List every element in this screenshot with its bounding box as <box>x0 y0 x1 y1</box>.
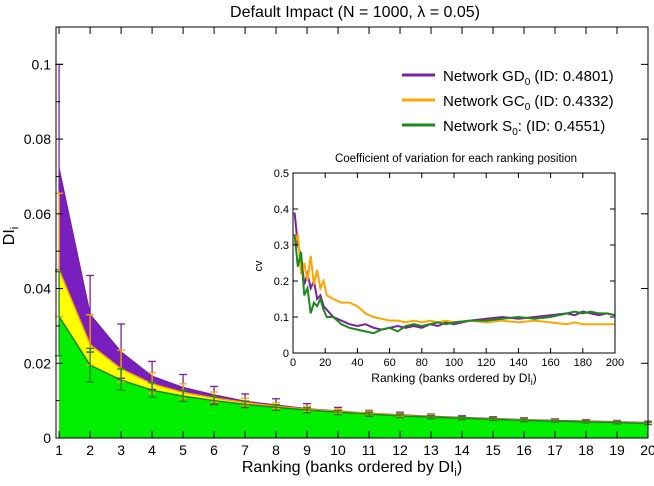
inset-background <box>293 173 615 353</box>
inset-x-tick-label: 200 <box>606 357 624 369</box>
x-tick-label: 15 <box>485 442 501 458</box>
chart-title: Default Impact (N = 1000, λ = 0.05) <box>230 4 480 21</box>
legend: Network GD0 (ID: 0.4801) Network GC0 (ID… <box>402 68 614 138</box>
inset-series-line-s0 <box>293 234 616 335</box>
error-bar-s0 <box>551 419 560 423</box>
inset-x-tick-label: 60 <box>383 357 395 369</box>
inset-x-tick-label: 40 <box>351 357 363 369</box>
inset-y-tick-label: 0.2 <box>274 276 289 288</box>
y-tick-label: 0.06 <box>24 206 51 222</box>
x-tick-label: 19 <box>609 442 625 458</box>
x-tick-label: 9 <box>303 442 311 458</box>
inset-y-tick-label: 0.4 <box>274 204 289 216</box>
x-tick-label: 20 <box>640 442 654 458</box>
legend-label-gd0: Network GD0 (ID: 0.4801) <box>443 68 614 88</box>
area-fill-s0 <box>59 316 648 438</box>
inset-x-tick-label: 20 <box>319 357 331 369</box>
main-x-axis-label: Ranking (banks ordered by DIi) <box>242 459 462 479</box>
y-tick-label: 0 <box>43 430 51 446</box>
inset-x-axis-label: Ranking (banks ordered by DIi) <box>371 371 536 387</box>
x-tick-label: 1 <box>55 442 63 458</box>
inset-x-axis: 0 20 40 60 80 100 120 140 160 180 200 <box>290 173 624 369</box>
inset-y-tick-label: 0.1 <box>274 312 289 324</box>
x-tick-label: 3 <box>117 442 125 458</box>
x-tick-label: 2 <box>86 442 94 458</box>
y-tick-label: 0.1 <box>32 56 52 72</box>
inset-x-tick-label: 100 <box>445 357 463 369</box>
error-bar-s0 <box>365 411 374 417</box>
error-bar-s0 <box>272 404 281 412</box>
inset-y-tick-label: 0.5 <box>274 168 289 180</box>
y-tick-label: 0.08 <box>24 131 51 147</box>
main-error-bars <box>55 63 652 426</box>
error-bar-s0 <box>334 409 343 416</box>
inset-y-tick-label: 0.3 <box>274 240 289 252</box>
x-tick-label: 8 <box>272 442 280 458</box>
error-bar-s0 <box>396 413 405 419</box>
main-y-axis-label: DIi <box>1 227 21 245</box>
error-bar-s0 <box>179 389 188 403</box>
inset-x-tick-label: 180 <box>574 357 592 369</box>
error-bar-s0 <box>241 400 250 409</box>
x-tick-label: 7 <box>241 442 249 458</box>
x-tick-label: 6 <box>210 442 218 458</box>
error-bar-s0 <box>489 417 498 422</box>
x-tick-label: 4 <box>148 442 156 458</box>
inset-x-tick-label: 120 <box>477 357 495 369</box>
inset-x-tick-label: 80 <box>416 357 428 369</box>
error-bar-s0 <box>148 382 157 398</box>
x-tick-label: 17 <box>547 442 563 458</box>
error-bar-s0 <box>458 416 467 421</box>
x-tick-label: 11 <box>362 442 377 458</box>
error-bar-s0 <box>582 420 591 424</box>
y-tick-label: 0.02 <box>24 355 51 371</box>
main-series-lines <box>58 168 649 425</box>
inset-series-lines <box>293 212 616 335</box>
error-bar-s0 <box>86 347 95 383</box>
x-tick-label: 5 <box>179 442 187 458</box>
x-tick-label: 14 <box>454 442 470 458</box>
error-bar-s0 <box>427 414 436 420</box>
x-tick-label: 10 <box>330 442 346 458</box>
inset-x-tick-label: 0 <box>290 357 296 369</box>
main-area-fills <box>59 168 648 438</box>
error-bar-s0 <box>613 420 622 425</box>
inset-title: Coefficient of variation for each rankin… <box>335 153 577 165</box>
inset-x-tick-label: 160 <box>541 357 559 369</box>
main-x-axis: 1 2 3 4 5 6 7 8 9 10 11 12 13 14 15 16 17 18 19 20 <box>55 27 654 458</box>
inset-y-axis-label: cv <box>253 260 265 272</box>
error-bar-s0 <box>303 407 312 414</box>
x-tick-label: 16 <box>516 442 532 458</box>
inset-x-tick-label: 140 <box>509 357 527 369</box>
inset-y-axis: 0 0.1 0.2 0.3 0.4 0.5 <box>274 168 615 360</box>
error-bar-s0 <box>117 368 126 391</box>
error-bar-s0 <box>210 395 219 406</box>
main-y-axis: 0 0.02 0.04 0.06 0.08 0.1 <box>24 56 648 446</box>
legend-label-gc0: Network GC0 (ID: 0.4332) <box>443 93 614 113</box>
legend-label-s0: Network S0: (ID: 0.4551) <box>443 118 605 138</box>
inset-y-tick-label: 0 <box>283 348 289 360</box>
x-tick-label: 13 <box>423 442 439 458</box>
main-plot-frame <box>55 26 649 439</box>
series-line-s0 <box>58 316 649 425</box>
error-bar-s0 <box>520 418 529 423</box>
x-tick-label: 12 <box>392 442 408 458</box>
inset-series-line-gc0 <box>293 233 615 326</box>
x-tick-label: 18 <box>578 442 594 458</box>
y-tick-label: 0.04 <box>24 281 51 297</box>
